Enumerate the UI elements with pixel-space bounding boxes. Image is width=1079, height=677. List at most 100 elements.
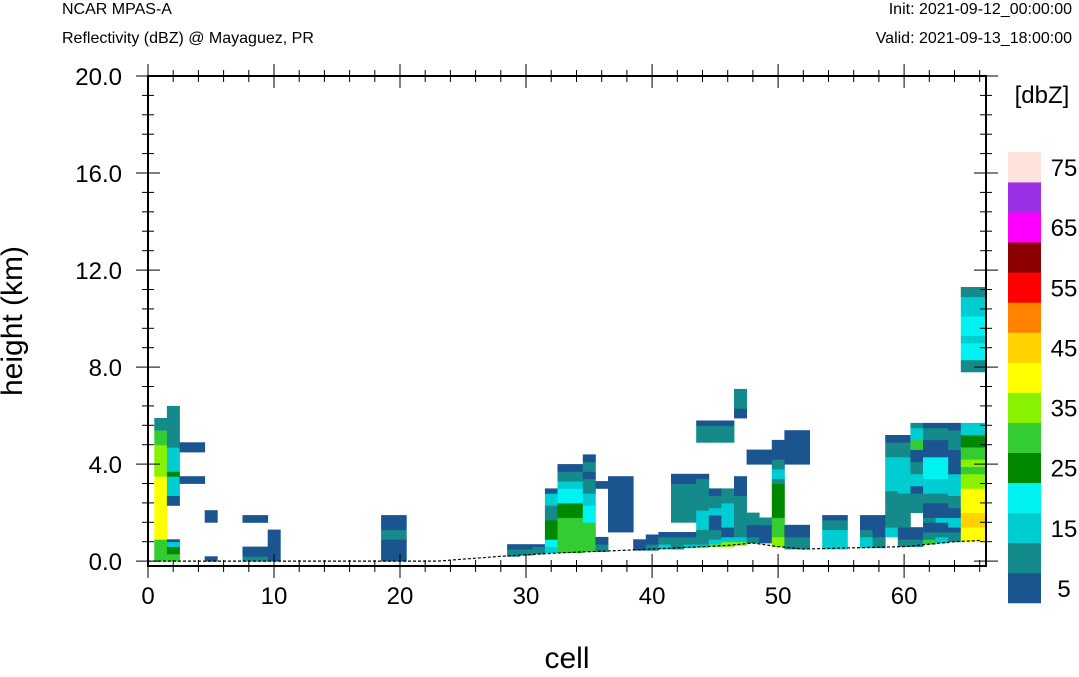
- reflectivity-cell: [973, 473, 987, 489]
- reflectivity-cell: [973, 488, 987, 501]
- y-tick-label: 8.0: [89, 355, 122, 382]
- y-tick-label: 4.0: [89, 452, 122, 479]
- colorbar-swatch: [1008, 392, 1041, 423]
- y-tick-labels: 0.0 4.0 8.0 12.0 16.0 20.0: [75, 64, 122, 576]
- reflectivity-cell: [734, 541, 747, 546]
- reflectivity-cell: [860, 529, 873, 538]
- y-tick-label: 20.0: [75, 64, 122, 91]
- reflectivity-cell: [935, 536, 949, 544]
- reflectivity-cell: [154, 418, 168, 431]
- reflectivity-cell: [746, 449, 760, 465]
- reflectivity-cell: [860, 515, 873, 531]
- reflectivity-cell: [935, 532, 949, 538]
- reflectivity-cell: [734, 476, 747, 496]
- reflectivity-cell: [683, 500, 697, 523]
- reflectivity-cell: [192, 476, 206, 484]
- reflectivity-cell: [834, 515, 848, 521]
- reflectivity-cell: [784, 536, 798, 550]
- reflectivity-cell: [532, 546, 546, 555]
- reflectivity-cell: [166, 553, 180, 562]
- reflectivity-cell: [696, 546, 710, 549]
- reflectivity-cell: [582, 471, 596, 480]
- reflectivity-cell: [544, 505, 558, 521]
- reflectivity-cell: [948, 527, 962, 533]
- reflectivity-cell: [570, 471, 584, 482]
- reflectivity-cell: [897, 493, 911, 501]
- colorbar-swatch: [1008, 572, 1041, 604]
- reflectivity-cell: [960, 488, 974, 501]
- reflectivity-cell: [734, 388, 747, 409]
- reflectivity-cell: [797, 536, 810, 550]
- reflectivity-cell: [708, 425, 722, 443]
- colorbar-swatch: [1008, 512, 1041, 544]
- reflectivity-cell: [696, 473, 710, 480]
- reflectivity-cell: [683, 536, 697, 545]
- reflectivity-cell: [746, 524, 760, 538]
- reflectivity-cell: [544, 539, 558, 547]
- reflectivity-cell: [923, 478, 936, 494]
- reflectivity-cell: [885, 527, 899, 538]
- reflectivity-cell: [973, 435, 987, 448]
- reflectivity-cell: [960, 422, 974, 436]
- reflectivity-cell: [544, 488, 558, 494]
- reflectivity-cell: [834, 519, 848, 530]
- colorbar: [1008, 152, 1041, 604]
- reflectivity-cell: [557, 464, 571, 472]
- x-tick-label: 10: [261, 583, 288, 610]
- reflectivity-cell: [696, 529, 710, 545]
- reflectivity-cell: [671, 532, 684, 538]
- reflectivity-cell: [923, 422, 936, 429]
- reflectivity-cell: [935, 456, 949, 479]
- colorbar-swatch: [1008, 362, 1041, 393]
- reflectivity-cell: [557, 517, 571, 528]
- reflectivity-cell: [154, 430, 168, 446]
- reflectivity-cell: [595, 481, 609, 489]
- x-tick-label: 20: [387, 583, 414, 610]
- reflectivity-cell: [582, 493, 596, 506]
- y-tick-label: 12.0: [75, 258, 122, 285]
- reflectivity-cell: [166, 541, 180, 547]
- reflectivity-cell: [771, 483, 785, 518]
- reflectivity-cell: [658, 544, 672, 550]
- reflectivity-cell: [192, 442, 206, 453]
- reflectivity-cell: [696, 420, 710, 426]
- x-tick-label: 40: [639, 583, 666, 610]
- reflectivity-cell: [822, 529, 836, 550]
- reflectivity-cell: [948, 517, 962, 528]
- reflectivity-cell: [973, 335, 987, 344]
- reflectivity-cell: [771, 478, 785, 484]
- reflectivity-cell: [948, 507, 962, 518]
- reflectivity-cell: [897, 527, 911, 540]
- reflectivity-cell: [960, 459, 974, 467]
- reflectivity-cell: [671, 500, 684, 523]
- reflectivity-cell: [570, 481, 584, 489]
- reflectivity-cell: [242, 556, 256, 562]
- colorbar-tick-label: 35: [1051, 396, 1078, 423]
- reflectivity-cell: [683, 483, 697, 501]
- reflectivity-cell: [923, 502, 936, 518]
- reflectivity-cell: [935, 493, 949, 504]
- reflectivity-cell: [960, 296, 974, 317]
- reflectivity-cell: [935, 522, 949, 533]
- reflectivity-cell: [544, 546, 558, 554]
- reflectivity-cell: [570, 527, 584, 554]
- reflectivity-cell: [973, 287, 987, 298]
- x-tick-label: 0: [141, 583, 154, 610]
- reflectivity-cell: [960, 359, 974, 373]
- reflectivity-cell: [721, 541, 735, 547]
- reflectivity-cell: [784, 524, 798, 538]
- reflectivity-cell: [645, 534, 659, 545]
- reflectivity-cell: [166, 447, 180, 472]
- reflectivity-cell: [381, 515, 395, 531]
- reflectivity-cell: [935, 502, 949, 518]
- reflectivity-cell: [696, 510, 710, 530]
- chart-title: NCAR MPAS-A: [62, 1, 172, 18]
- reflectivity-cell: [923, 539, 936, 545]
- reflectivity-cell: [154, 539, 168, 562]
- plot-frame: [147, 75, 987, 567]
- init-time-label: Init: 2021-09-12_00:00:00: [888, 1, 1072, 18]
- colorbar-tick-label: 65: [1051, 215, 1078, 242]
- reflectivity-cell: [910, 461, 924, 475]
- reflectivity-cell: [910, 493, 924, 513]
- reflectivity-cell: [532, 544, 546, 547]
